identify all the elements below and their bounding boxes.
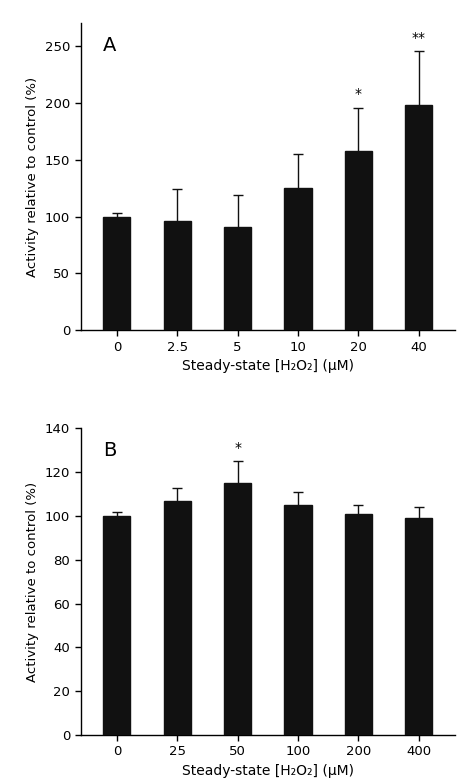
Bar [103,516,130,735]
X-axis label: Steady-state [H₂O₂] (μM): Steady-state [H₂O₂] (μM) [182,359,354,373]
Y-axis label: Activity relative to control (%): Activity relative to control (%) [26,482,39,682]
Bar [224,483,251,735]
Bar [345,514,372,735]
Bar [284,505,311,735]
Text: **: ** [412,30,426,45]
Text: A: A [103,36,117,55]
Bar [405,518,432,735]
Text: *: * [234,441,241,455]
Bar [164,500,191,735]
Text: *: * [355,88,362,102]
Bar [103,217,130,330]
Bar [345,151,372,330]
Y-axis label: Activity relative to control (%): Activity relative to control (%) [26,77,39,277]
Bar [164,221,191,330]
Text: B: B [103,440,117,460]
X-axis label: Steady-state [H₂O₂] (μM): Steady-state [H₂O₂] (μM) [182,764,354,778]
Bar [224,227,251,330]
Bar [405,106,432,330]
Bar [284,188,311,330]
